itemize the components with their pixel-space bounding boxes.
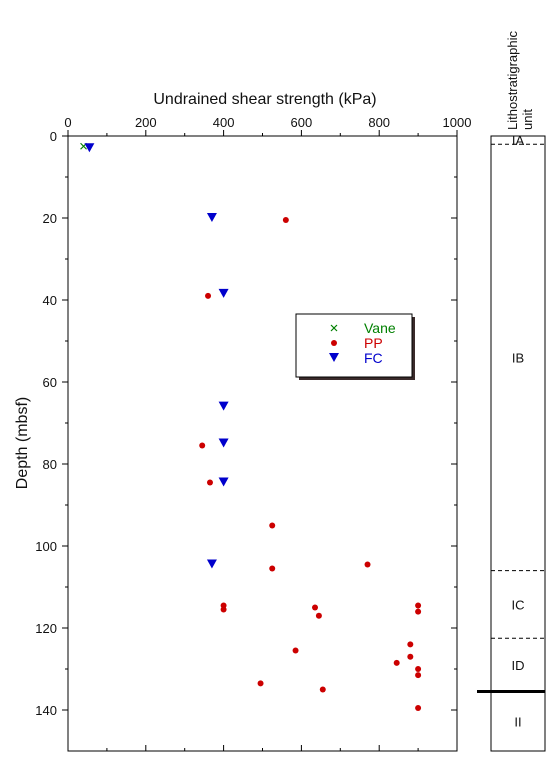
litho-unit-label: ID bbox=[512, 658, 525, 673]
lithostratigraphy-column: Lithostratigraphic unit IA IB IC ID II bbox=[477, 31, 546, 752]
pp-point bbox=[282, 217, 289, 224]
y-tick-label: 40 bbox=[43, 293, 57, 308]
pp-point bbox=[319, 686, 326, 693]
legend-marker-vane bbox=[330, 324, 338, 332]
x-tick-label: 800 bbox=[368, 115, 390, 130]
legend-label-vane: Vane bbox=[364, 320, 396, 336]
y-tick-label: 120 bbox=[35, 621, 57, 636]
legend-marker-fc bbox=[329, 353, 339, 362]
litho-unit-label: IB bbox=[512, 350, 524, 365]
pp-point bbox=[199, 442, 206, 449]
x-tick-label: 200 bbox=[135, 115, 157, 130]
pp-point bbox=[312, 604, 319, 611]
y-tick-label: 60 bbox=[43, 375, 57, 390]
x-tick-label: 0 bbox=[64, 115, 71, 130]
y-tick-label: 140 bbox=[35, 703, 57, 718]
pp-point bbox=[205, 292, 212, 299]
fc-point bbox=[218, 401, 229, 411]
litho-title-line-2: unit bbox=[520, 109, 535, 130]
pp-point bbox=[220, 602, 227, 609]
pp-point bbox=[415, 704, 422, 711]
y-tick-label: 100 bbox=[35, 539, 57, 554]
data-points bbox=[80, 142, 422, 711]
litho-unit-label: IC bbox=[512, 597, 525, 612]
pp-point bbox=[269, 522, 276, 529]
litho-unit-label: II bbox=[514, 714, 521, 729]
fc-point bbox=[206, 559, 217, 569]
pp-point bbox=[407, 653, 414, 660]
pp-point bbox=[292, 647, 299, 654]
pp-point bbox=[206, 479, 213, 486]
pp-point bbox=[415, 672, 422, 679]
fc-point bbox=[206, 213, 217, 222]
plot-frame-group bbox=[67, 135, 458, 752]
x-marker-stroke bbox=[330, 324, 338, 332]
y-tick-label: 0 bbox=[50, 129, 57, 144]
pp-point bbox=[364, 561, 371, 568]
litho-unit-label: IA bbox=[512, 133, 525, 148]
pp-point bbox=[269, 565, 276, 572]
litho-column-frame bbox=[490, 135, 546, 752]
fc-point bbox=[218, 477, 229, 487]
pp-point bbox=[415, 666, 422, 672]
fc-point bbox=[218, 288, 229, 298]
x-tick-label: 1000 bbox=[443, 115, 472, 130]
pp-point bbox=[415, 608, 422, 615]
litho-title-line-1: Lithostratigraphic bbox=[505, 31, 520, 130]
x-tick-label: 600 bbox=[291, 115, 313, 130]
y-tick-label: 80 bbox=[43, 457, 57, 472]
fc-point bbox=[84, 143, 95, 153]
x-tick-label: 400 bbox=[213, 115, 235, 130]
legend-marker-pp bbox=[331, 340, 337, 346]
pp-point bbox=[393, 659, 400, 666]
legend-label-fc: FC bbox=[364, 350, 383, 366]
pp-point bbox=[407, 641, 414, 648]
pp-point bbox=[315, 612, 322, 619]
legend-label-pp: PP bbox=[364, 335, 383, 351]
plot-frame bbox=[67, 135, 458, 752]
pp-point bbox=[257, 680, 264, 687]
pp-point bbox=[220, 606, 227, 613]
y-axis-title: Depth (mbsf) bbox=[14, 397, 31, 489]
axis-tick-labels: 0 200 400 600 800 1000 0 20 40 60 80 100 120 140 bbox=[35, 115, 471, 718]
pp-point bbox=[415, 602, 422, 609]
fc-point bbox=[218, 438, 229, 448]
x-axis-title: Undrained shear strength (kPa) bbox=[153, 91, 376, 108]
y-tick-label: 20 bbox=[43, 211, 57, 226]
axis-ticks bbox=[62, 130, 458, 751]
legend-box bbox=[295, 313, 413, 378]
